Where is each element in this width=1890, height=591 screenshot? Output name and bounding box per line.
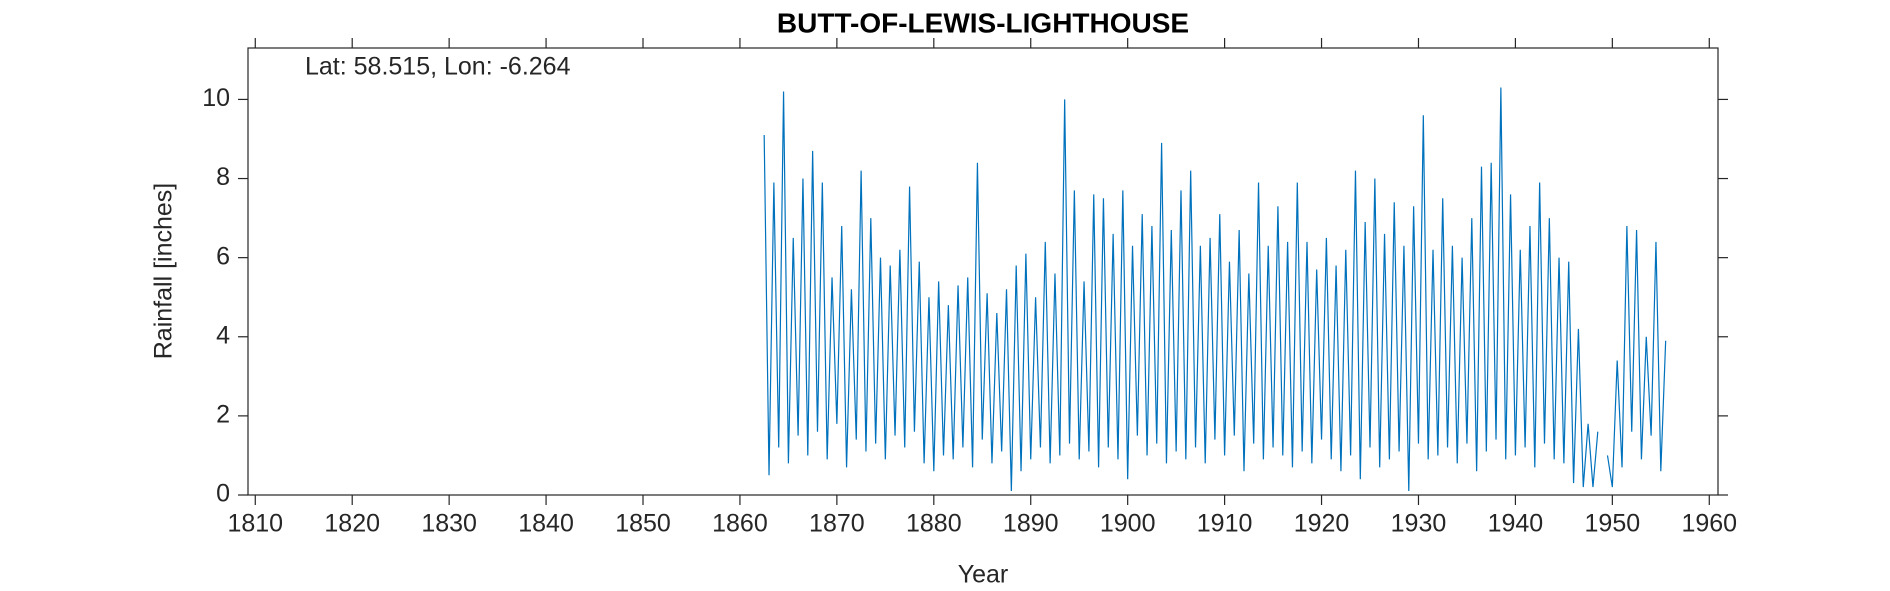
x-tick-label: 1880 xyxy=(906,510,962,538)
x-tick-label: 1910 xyxy=(1197,510,1253,538)
x-tick-label: 1920 xyxy=(1294,510,1350,538)
x-tick-label: 1850 xyxy=(615,510,671,538)
y-tick-label: 2 xyxy=(216,400,230,428)
annotation: Lat: 58.515, Lon: -6.264 xyxy=(305,53,571,81)
x-tick-label: 1890 xyxy=(1003,510,1059,538)
y-tick-label: 6 xyxy=(216,242,230,270)
x-tick-label: 1820 xyxy=(324,510,380,538)
y-tick-label: 10 xyxy=(202,84,230,112)
x-tick-label: 1960 xyxy=(1681,510,1737,538)
chart-title: BUTT-OF-LEWIS-LIGHTHOUSE xyxy=(777,7,1189,38)
x-tick-label: 1810 xyxy=(227,510,283,538)
x-tick-label: 1870 xyxy=(809,510,865,538)
y-tick-label: 0 xyxy=(216,480,230,508)
x-tick-label: 1900 xyxy=(1100,510,1156,538)
y-axis-label: Rainfall [inches] xyxy=(150,183,178,359)
x-tick-label: 1860 xyxy=(712,510,768,538)
x-axis-label: Year xyxy=(958,561,1009,589)
x-tick-label: 1830 xyxy=(421,510,477,538)
x-tick-label: 1940 xyxy=(1488,510,1544,538)
x-tick-label: 1950 xyxy=(1585,510,1641,538)
x-tick-label: 1840 xyxy=(518,510,574,538)
x-tick-label: 1930 xyxy=(1391,510,1447,538)
rainfall-line xyxy=(763,87,1667,492)
y-tick-label: 4 xyxy=(216,321,230,349)
plot-area xyxy=(247,47,1719,496)
y-tick-label: 8 xyxy=(216,163,230,191)
